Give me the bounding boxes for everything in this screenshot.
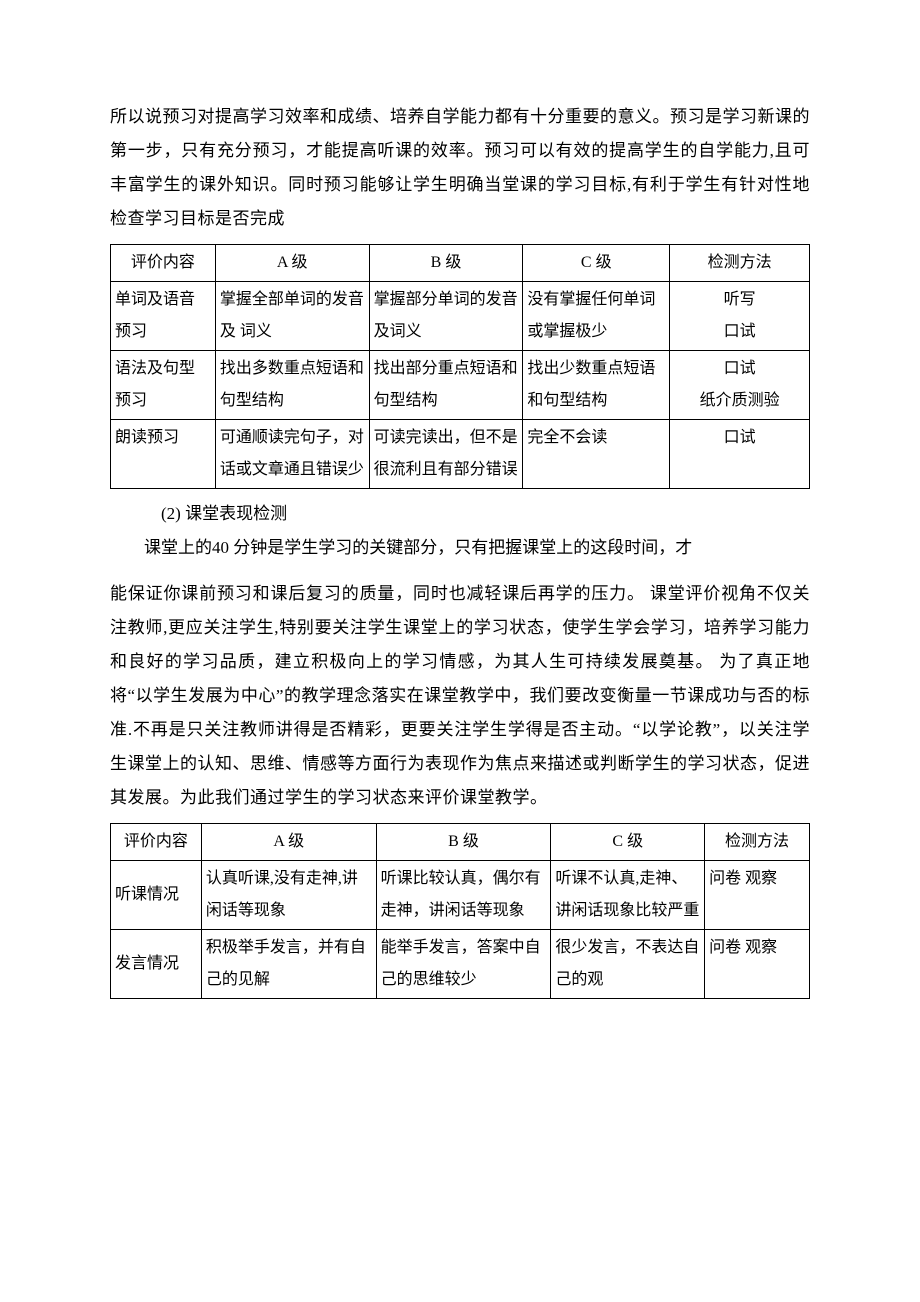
table-cell: 听课比较认真，偶尔有走神，讲闲话等现象 bbox=[376, 861, 551, 930]
table-cell: 听课情况 bbox=[111, 861, 202, 930]
table-cell: 朗读预习 bbox=[111, 420, 216, 489]
table-header-cell: B 级 bbox=[369, 245, 523, 282]
table-cell: 找出少数重点短语和句型结构 bbox=[523, 351, 670, 420]
table-cell: 掌握全部单词的发音及 词义 bbox=[215, 282, 369, 351]
table-cell: 找出多数重点短语和句型结构 bbox=[215, 351, 369, 420]
table-header-cell: 检测方法 bbox=[670, 245, 810, 282]
table-cell: 掌握部分单词的发音及词义 bbox=[369, 282, 523, 351]
table-cell: 发言情况 bbox=[111, 930, 202, 999]
table-preview-evaluation: 评价内容A 级B 级C 级检测方法单词及语音预习掌握全部单词的发音及 词义掌握部… bbox=[110, 244, 810, 489]
table-cell: 很少发言，不表达自己的观 bbox=[551, 930, 705, 999]
table-cell: 找出部分重点短语和句型结构 bbox=[369, 351, 523, 420]
paragraph-class-rest: 能保证你课前预习和课后复习的质量，同时也减轻课后再学的压力。 课堂评价视角不仅关… bbox=[110, 577, 810, 815]
table-header-cell: 评价内容 bbox=[111, 245, 216, 282]
table-header-cell: 检测方法 bbox=[705, 824, 810, 861]
table-cell: 听课不认真,走神、讲闲话现象比较严重 bbox=[551, 861, 705, 930]
table-cell: 语法及句型预习 bbox=[111, 351, 216, 420]
table-header-cell: C 级 bbox=[551, 824, 705, 861]
table-header-cell: A 级 bbox=[201, 824, 376, 861]
table-header-cell: A 级 bbox=[215, 245, 369, 282]
table-cell: 问卷 观察 bbox=[705, 861, 810, 930]
table-header-cell: B 级 bbox=[376, 824, 551, 861]
table-cell: 完全不会读 bbox=[523, 420, 670, 489]
document-page: 所以说预习对提高学习效率和成绩、培养自学能力都有十分重要的意义。预习是学习新课的… bbox=[0, 0, 920, 1067]
table-cell: 没有掌握任何单词或掌握极少 bbox=[523, 282, 670, 351]
table-cell: 听写口试 bbox=[670, 282, 810, 351]
table-cell: 能举手发言，答案中自己的思维较少 bbox=[376, 930, 551, 999]
table-header-cell: 评价内容 bbox=[111, 824, 202, 861]
table-cell: 可读完读出，但不是很流利且有部分错误 bbox=[369, 420, 523, 489]
table-class-evaluation: 评价内容A 级B 级C 级检测方法听课情况认真听课,没有走神,讲闲话等现象听课比… bbox=[110, 823, 810, 999]
table-cell: 问卷 观察 bbox=[705, 930, 810, 999]
paragraph-intro: 所以说预习对提高学习效率和成绩、培养自学能力都有十分重要的意义。预习是学习新课的… bbox=[110, 100, 810, 236]
subsection-heading: (2) 课堂表现检测 bbox=[110, 497, 810, 531]
table-cell: 可通顺读完句子，对话或文章通且错误少 bbox=[215, 420, 369, 489]
table-cell: 口试纸介质测验 bbox=[670, 351, 810, 420]
paragraph-class-line1: 课堂上的40 分钟是学生学习的关键部分，只有把握课堂上的这段时间，才 bbox=[110, 531, 810, 565]
table-cell: 积极举手发言，并有自己的见解 bbox=[201, 930, 376, 999]
table-header-cell: C 级 bbox=[523, 245, 670, 282]
table-cell: 口试 bbox=[670, 420, 810, 489]
table-cell: 单词及语音预习 bbox=[111, 282, 216, 351]
table-cell: 认真听课,没有走神,讲闲话等现象 bbox=[201, 861, 376, 930]
